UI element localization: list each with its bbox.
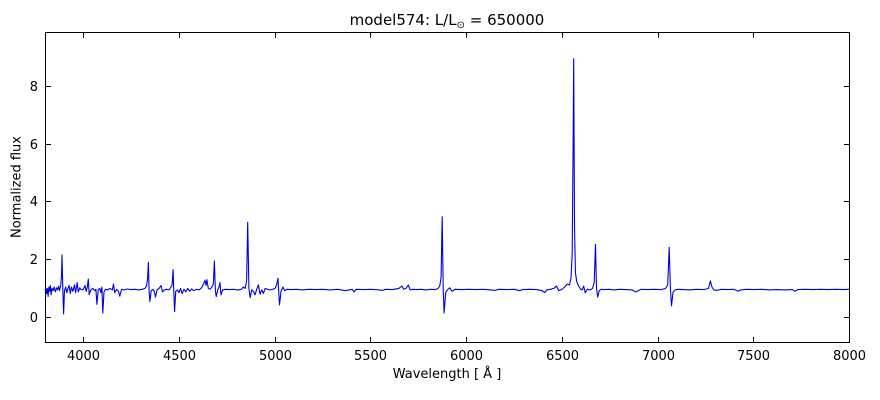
spectrum-line <box>44 58 850 315</box>
x-tick-label: 6500 <box>546 349 579 364</box>
y-tick-label: 4 <box>30 195 38 210</box>
x-axis-label: Wavelength [ Å ] <box>392 367 502 382</box>
x-tick-label: 7500 <box>737 349 770 364</box>
x-tick-label: 8000 <box>833 349 866 364</box>
x-tick-label: 7000 <box>642 349 675 364</box>
x-tick-label: 6000 <box>450 349 483 364</box>
x-tick-label: 5500 <box>354 349 387 364</box>
y-tick-label: 6 <box>30 138 38 153</box>
y-tick-label: 0 <box>30 311 38 326</box>
x-tick-label: 4500 <box>163 349 196 364</box>
title-suffix: = 650000 <box>464 11 545 29</box>
x-tick-label: 4000 <box>67 349 100 364</box>
x-tick-label: 5000 <box>259 349 292 364</box>
title-prefix: model574: L/L <box>349 11 457 29</box>
plot-frame <box>45 32 850 343</box>
y-tick-label: 2 <box>30 253 38 268</box>
sun-symbol: ⊙ <box>456 20 465 31</box>
plot-title: model574: L/L⊙ = 650000 <box>45 11 849 31</box>
y-tick-label: 8 <box>30 80 38 95</box>
